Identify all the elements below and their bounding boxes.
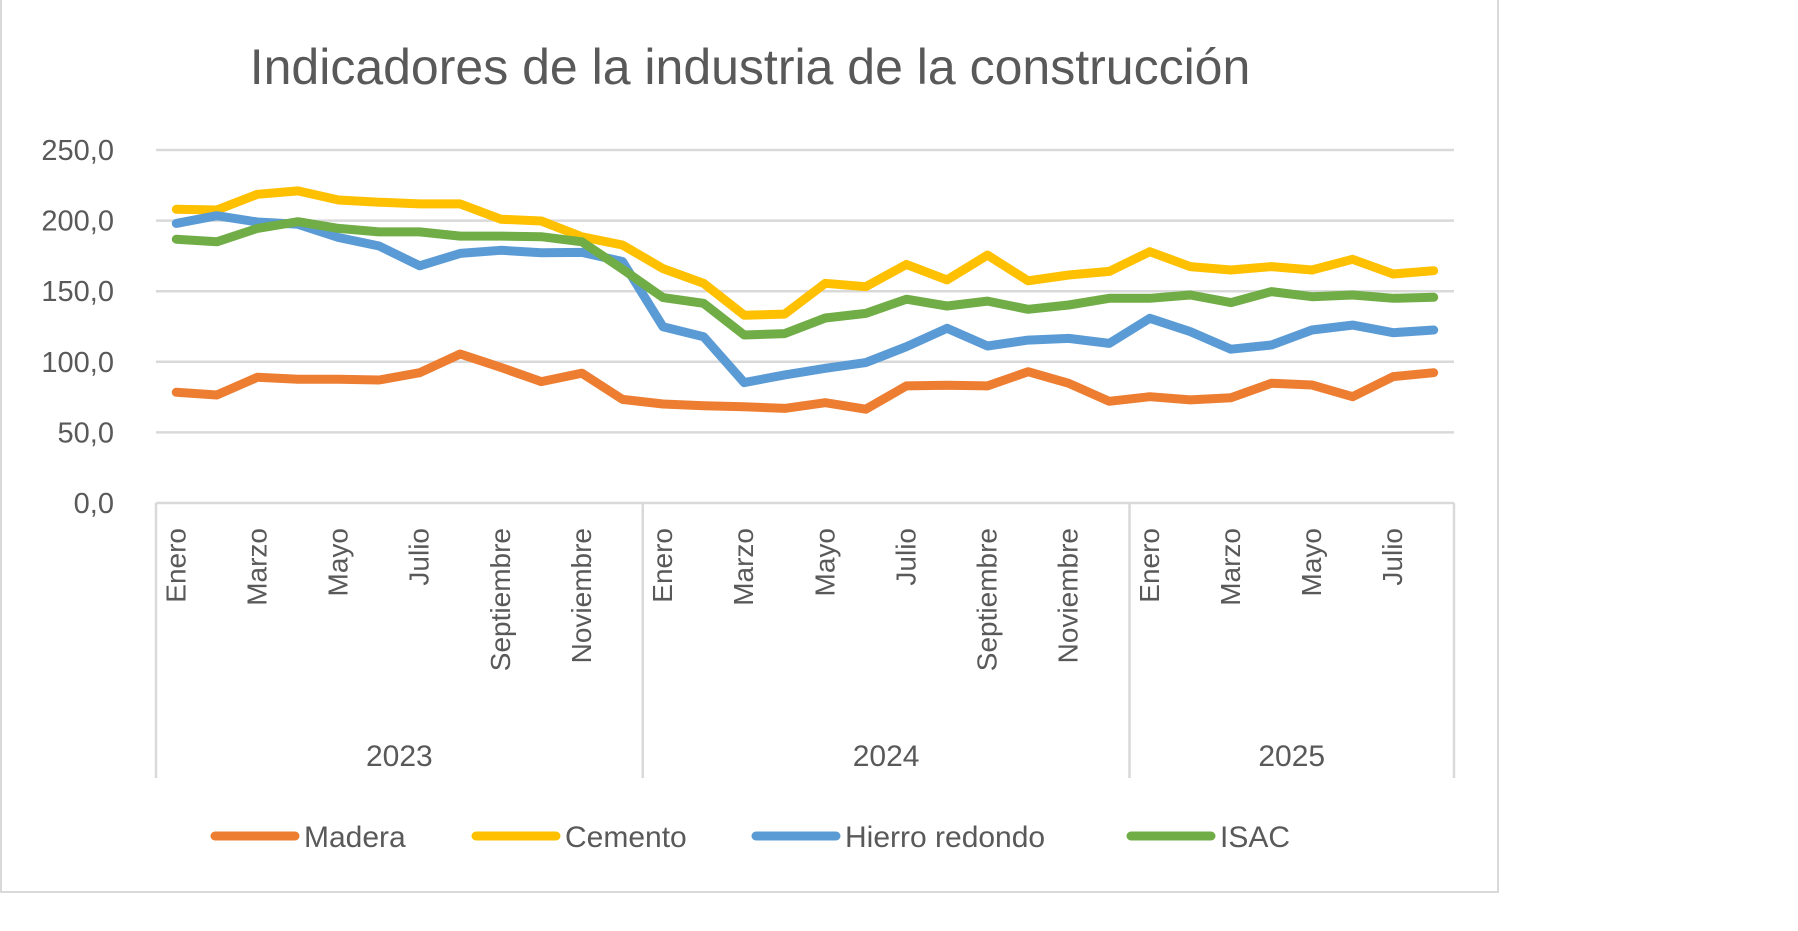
legend-item[interactable]: ISAC	[1126, 821, 1290, 854]
y-tick-label: 250,0	[41, 135, 114, 167]
series-line-hierro-redondo	[171, 211, 1439, 388]
x-tick-label: Noviembre	[566, 528, 597, 663]
x-tick-label: Julio	[890, 528, 921, 586]
x-group-label: 2024	[853, 740, 920, 773]
x-group-label: 2023	[366, 740, 433, 773]
y-tick-label: 200,0	[41, 206, 114, 238]
x-tick-label: Enero	[1134, 528, 1165, 603]
chart-title: Indicadores de la industria de la constr…	[250, 39, 1251, 95]
x-tick-label: Mayo	[1296, 528, 1327, 596]
legend-label: Hierro redondo	[845, 821, 1045, 854]
x-tick-label: Julio	[404, 528, 435, 586]
y-tick-label: 100,0	[41, 347, 114, 379]
y-tick-label: 150,0	[41, 276, 114, 308]
x-axis: 2023 2024 2025 Enero Marzo Mayo Julio Septiembr…	[154, 501, 1456, 778]
legend-label: Madera	[304, 821, 406, 854]
x-tick-label: Julio	[1377, 528, 1408, 586]
x-tick-label: Septiembre	[972, 528, 1003, 671]
series-lines	[171, 186, 1439, 414]
x-tick-label: Marzo	[1215, 528, 1246, 606]
legend: Madera Cemento Hierro redondo ISAC	[210, 821, 1290, 854]
x-tick-label: Mayo	[323, 528, 354, 596]
x-tick-label: Marzo	[241, 528, 272, 606]
x-tick-label: Marzo	[728, 528, 759, 606]
y-axis-tick-labels: 0,0 50,0 100,0 150,0 200,0 250,0	[41, 135, 114, 520]
y-tick-label: 0,0	[74, 488, 114, 520]
legend-item[interactable]: Hierro redondo	[751, 821, 1045, 854]
x-tick-label: Noviembre	[1053, 528, 1084, 663]
legend-label: Cemento	[565, 821, 687, 854]
x-tick-label: Enero	[647, 528, 678, 603]
legend-label: ISAC	[1220, 821, 1290, 854]
x-tick-label: Septiembre	[485, 528, 516, 671]
x-tick-label: Enero	[160, 528, 191, 603]
legend-item[interactable]: Cemento	[471, 821, 687, 854]
x-group-label: 2025	[1258, 740, 1325, 773]
x-tick-label: Mayo	[809, 528, 840, 596]
series-line-madera	[171, 349, 1439, 414]
series-line-isac	[171, 217, 1439, 340]
gridlines	[156, 148, 1454, 434]
y-tick-label: 50,0	[58, 417, 114, 449]
legend-item[interactable]: Madera	[210, 821, 406, 854]
series-line-cemento	[171, 186, 1439, 320]
